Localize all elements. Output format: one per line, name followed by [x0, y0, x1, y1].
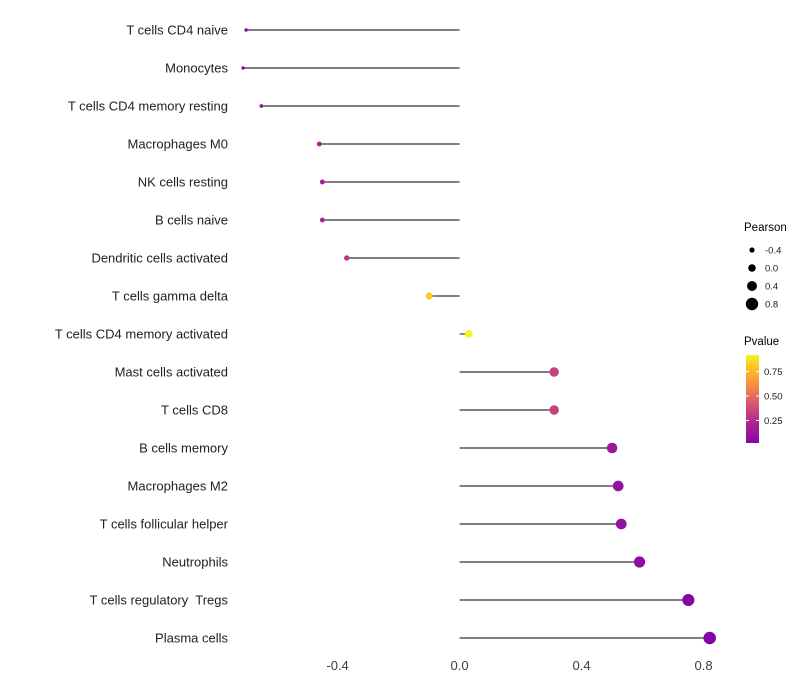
y-axis-label: T cells CD8 — [161, 403, 228, 418]
lollipop-point — [703, 631, 716, 645]
y-axis-label: NK cells resting — [138, 175, 228, 190]
lollipop-point — [316, 141, 322, 147]
lollipop-point — [549, 405, 559, 415]
size-legend-dot — [748, 264, 756, 272]
lollipop-point — [612, 480, 624, 492]
y-axis-label: B cells memory — [139, 441, 228, 456]
color-legend-tick-label: 0.50 — [764, 392, 783, 403]
size-legend-dot — [749, 247, 755, 253]
x-axis-tick-label: 0.0 — [451, 658, 469, 673]
lollipop-point — [344, 255, 350, 261]
lollipop-point — [464, 330, 473, 338]
y-axis-label: T cells CD4 naive — [126, 23, 228, 38]
y-axis-label: T cells CD4 memory resting — [68, 99, 228, 114]
lollipop-point — [241, 66, 245, 70]
size-legend-label: 0.4 — [765, 282, 778, 293]
y-axis-label: Monocytes — [165, 61, 228, 76]
y-axis-label: Mast cells activated — [115, 365, 228, 380]
lollipop-point — [319, 217, 325, 223]
lollipop-point — [606, 442, 618, 454]
lollipop-point — [259, 104, 264, 108]
y-axis-label: Neutrophils — [162, 555, 228, 570]
y-axis-label: T cells follicular helper — [100, 517, 229, 532]
lollipop-point — [425, 292, 433, 300]
size-legend-title: Pearson — [744, 222, 787, 234]
color-legend-title: Pvalue — [744, 336, 779, 348]
color-legend-tick-label: 0.25 — [764, 416, 783, 427]
size-legend-dot — [745, 297, 759, 311]
lollipop-point — [615, 518, 627, 530]
lollipop-point — [549, 367, 559, 377]
x-axis-tick-label: -0.4 — [326, 658, 348, 673]
lollipop-point — [319, 179, 325, 185]
size-legend-dot — [747, 281, 757, 291]
size-legend-label: 0.8 — [765, 300, 778, 311]
lollipop-point — [633, 556, 646, 568]
y-axis-label: T cells CD4 memory activated — [55, 327, 228, 342]
y-axis-label: Plasma cells — [155, 631, 228, 646]
y-axis-label: Macrophages M0 — [128, 137, 228, 152]
y-axis-label: Dendritic cells activated — [91, 251, 228, 266]
lollipop-point — [682, 593, 695, 607]
lollipop-point — [244, 28, 248, 32]
y-axis-label: T cells gamma delta — [112, 289, 229, 304]
color-legend-tick-label: 0.75 — [764, 367, 783, 378]
y-axis-label: B cells naive — [155, 213, 228, 228]
size-legend-label: -0.4 — [765, 246, 781, 257]
y-axis-label: T cells regulatory Tregs — [90, 593, 229, 608]
y-axis-label: Macrophages M2 — [128, 479, 228, 494]
size-legend-label: 0.0 — [765, 264, 778, 275]
pvalue-colorbar — [746, 355, 759, 443]
x-axis-tick-label: 0.8 — [695, 658, 713, 673]
x-axis-tick-label: 0.4 — [573, 658, 591, 673]
